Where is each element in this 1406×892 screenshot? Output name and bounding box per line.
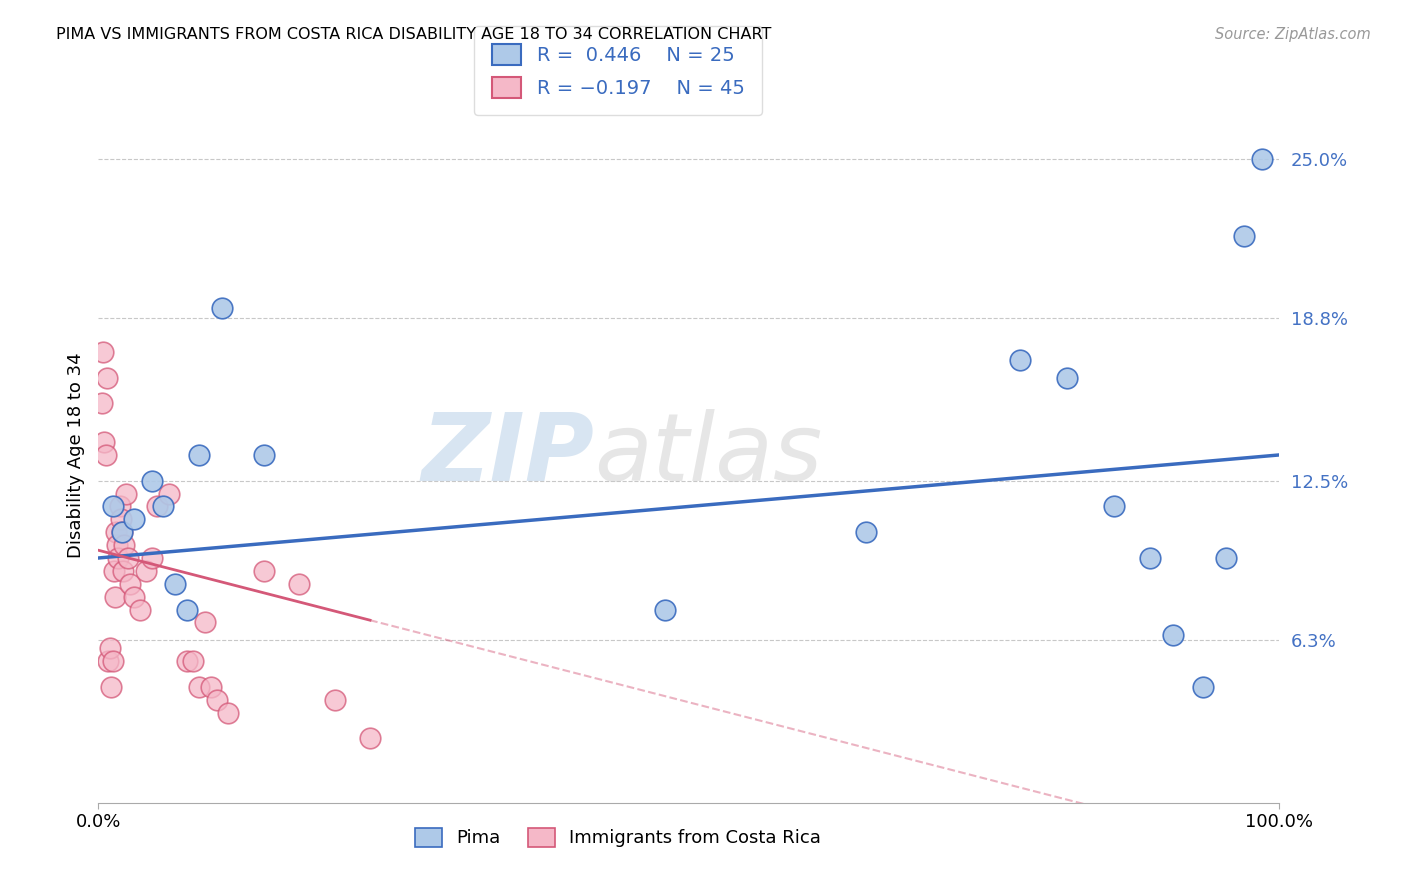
Point	[181, 654, 204, 668]
Point	[96, 370, 118, 384]
Point	[146, 500, 169, 514]
Point	[111, 525, 134, 540]
Point	[205, 692, 228, 706]
Point	[152, 500, 174, 514]
Text: PIMA VS IMMIGRANTS FROM COSTA RICA DISABILITY AGE 18 TO 34 CORRELATION CHART: PIMA VS IMMIGRANTS FROM COSTA RICA DISAB…	[56, 27, 772, 42]
Point	[176, 654, 198, 668]
Point	[93, 435, 115, 450]
Point	[1215, 551, 1237, 566]
Point	[253, 448, 276, 462]
Text: atlas: atlas	[595, 409, 823, 500]
Point	[1161, 628, 1184, 642]
Point	[107, 551, 129, 566]
Legend: Pima, Immigrants from Costa Rica: Pima, Immigrants from Costa Rica	[406, 819, 830, 856]
Point	[111, 525, 134, 540]
Point	[187, 448, 209, 462]
Point	[91, 396, 114, 410]
Point	[1250, 152, 1272, 166]
Point	[101, 654, 124, 668]
Point	[187, 680, 209, 694]
Point	[135, 564, 157, 578]
Point	[117, 551, 139, 566]
Point	[112, 564, 135, 578]
Point	[165, 576, 187, 591]
Point	[176, 602, 198, 616]
Point	[108, 500, 131, 514]
Point	[1008, 352, 1031, 367]
Point	[112, 538, 135, 552]
Point	[217, 706, 239, 720]
Point	[91, 344, 114, 359]
Point	[114, 486, 136, 500]
Point	[120, 576, 142, 591]
Point	[103, 564, 125, 578]
Point	[359, 731, 381, 746]
Y-axis label: Disability Age 18 to 34: Disability Age 18 to 34	[66, 352, 84, 558]
Point	[1139, 551, 1161, 566]
Point	[1056, 370, 1078, 384]
Point	[194, 615, 217, 630]
Point	[323, 692, 346, 706]
Point	[253, 564, 276, 578]
Point	[105, 525, 128, 540]
Point	[94, 448, 117, 462]
Text: ZIP: ZIP	[422, 409, 595, 501]
Point	[288, 576, 311, 591]
Point	[122, 512, 145, 526]
Point	[128, 602, 150, 616]
Point	[654, 602, 676, 616]
Point	[100, 680, 122, 694]
Point	[1191, 680, 1213, 694]
Point	[104, 590, 127, 604]
Point	[141, 551, 163, 566]
Point	[97, 654, 120, 668]
Point	[122, 590, 145, 604]
Point	[1233, 228, 1256, 243]
Text: Source: ZipAtlas.com: Source: ZipAtlas.com	[1215, 27, 1371, 42]
Point	[110, 512, 132, 526]
Point	[157, 486, 180, 500]
Point	[211, 301, 233, 315]
Point	[1102, 500, 1125, 514]
Point	[141, 474, 163, 488]
Point	[200, 680, 222, 694]
Point	[101, 500, 124, 514]
Point	[105, 538, 128, 552]
Point	[855, 525, 877, 540]
Point	[98, 641, 121, 656]
